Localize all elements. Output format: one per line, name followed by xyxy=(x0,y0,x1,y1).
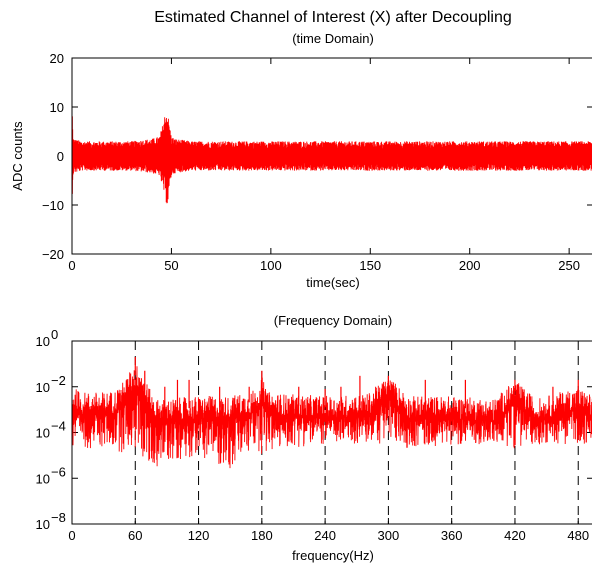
frequency-x-tick-label: 360 xyxy=(441,528,463,543)
frequency-y-tick-exponent: 0 xyxy=(51,327,58,342)
time-domain-plot-frame xyxy=(71,57,592,255)
time-x-tick-label: 250 xyxy=(558,258,580,273)
frequency-domain-subtitle: (Frequency Domain) xyxy=(274,313,393,328)
frequency-y-tick-exponent: −2 xyxy=(51,373,66,388)
time-x-tick-label: 100 xyxy=(260,258,282,273)
time-domain-signal xyxy=(71,102,592,204)
frequency-x-tick-label: 0 xyxy=(68,528,75,543)
time-y-tick-label: −20 xyxy=(42,247,64,262)
frequency-y-tick-label: 10 xyxy=(36,471,50,486)
frequency-y-tick-label: 10 xyxy=(36,517,50,532)
frequency-x-tick-label: 180 xyxy=(251,528,273,543)
frequency-domain-signal xyxy=(71,356,592,469)
time-domain-y-axis-label: ADC counts xyxy=(10,121,25,191)
time-y-tick-label: 0 xyxy=(57,149,64,164)
frequency-y-tick-label: 10 xyxy=(36,426,50,441)
time-x-tick-label: 200 xyxy=(459,258,481,273)
frequency-domain-series-line xyxy=(71,366,592,469)
time-x-tick-label: 50 xyxy=(164,258,178,273)
time-domain-x-axis-label: time(sec) xyxy=(306,275,359,290)
time-domain-series-line xyxy=(71,102,592,204)
time-y-tick-label: −10 xyxy=(42,198,64,213)
frequency-y-tick-exponent: −6 xyxy=(51,464,66,479)
time-y-tick-label: 20 xyxy=(50,51,64,66)
time-y-tick-label: 10 xyxy=(50,100,64,115)
time-x-tick-label: 150 xyxy=(359,258,381,273)
frequency-x-tick-label: 480 xyxy=(567,528,589,543)
frequency-y-tick-label: 10 xyxy=(36,334,50,349)
chart-title: Estimated Channel of Interest (X) after … xyxy=(154,9,512,26)
frequency-domain-ticks: 0 60 120 180 240 300 360 420 48010−810−610−410−2… xyxy=(36,327,592,543)
frequency-x-tick-label: 420 xyxy=(504,528,526,543)
frequency-y-tick-exponent: −8 xyxy=(51,510,66,525)
frequency-x-tick-label: 120 xyxy=(188,528,210,543)
frequency-domain-plot-frame xyxy=(71,340,592,525)
frequency-x-tick-label: 60 xyxy=(128,528,142,543)
frequency-domain-x-axis-label: frequency(Hz) xyxy=(292,548,374,563)
frequency-x-tick-label: 300 xyxy=(378,528,400,543)
frequency-y-tick-label: 10 xyxy=(36,380,50,395)
time-domain-ticks: 0 50 100 150 200 250 −20 −10 0 10 20 xyxy=(42,51,592,273)
frequency-y-tick-exponent: −4 xyxy=(51,419,66,434)
time-domain-subtitle: (time Domain) xyxy=(292,31,374,46)
frequency-x-tick-label: 240 xyxy=(314,528,336,543)
time-x-tick-label: 0 xyxy=(68,258,75,273)
